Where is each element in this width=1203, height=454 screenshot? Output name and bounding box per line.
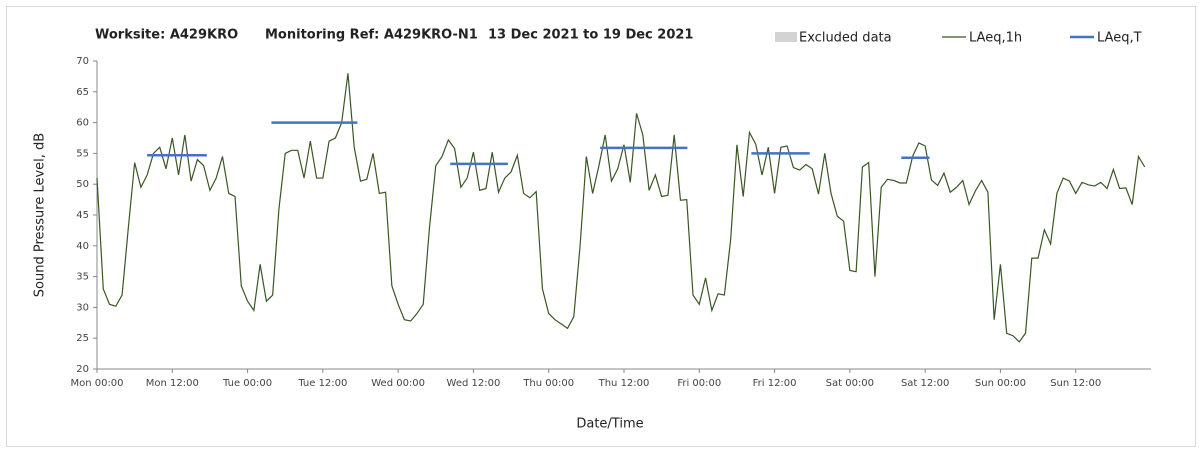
x-tick-label: Sun 00:00 <box>975 378 1026 389</box>
y-tick-label: 60 <box>76 118 89 129</box>
y-tick-label: 70 <box>76 56 89 67</box>
series-line <box>96 73 1146 343</box>
y-tick-label: 55 <box>76 148 89 159</box>
x-tick-label: Mon 00:00 <box>70 378 123 389</box>
chart-title: 13 Dec 2021 to 19 Dec 2021 <box>488 28 693 43</box>
y-tick-label: 35 <box>76 272 89 283</box>
x-tick-label: Tue 00:00 <box>222 378 272 389</box>
chart-title: Worksite: A429KRO <box>95 28 238 43</box>
y-tick-label: 40 <box>76 241 89 252</box>
x-tick-label: Thu 00:00 <box>522 378 574 389</box>
y-tick-label: 45 <box>76 210 89 221</box>
y-tick-label: 65 <box>76 87 89 98</box>
legend-label: LAeq,T <box>1097 31 1142 46</box>
y-tick-label: 20 <box>76 364 89 375</box>
chart-frame <box>6 6 1196 447</box>
legend-label: Excluded data <box>799 31 892 46</box>
x-axis-label: Date/Time <box>576 417 643 432</box>
x-tick-label: Sun 12:00 <box>1050 378 1101 389</box>
x-tick-label: Tue 12:00 <box>297 378 347 389</box>
x-tick-label: Fri 00:00 <box>677 378 721 389</box>
y-tick-label: 25 <box>76 333 89 344</box>
y-tick-label: 30 <box>76 302 89 313</box>
x-tick-label: Wed 00:00 <box>371 378 425 389</box>
y-tick-label: 50 <box>76 179 89 190</box>
x-tick-label: Fri 12:00 <box>753 378 797 389</box>
legend-label: LAeq,1h <box>969 31 1022 46</box>
y-axis-label: Sound Pressure Level, dB <box>33 133 48 297</box>
x-tick-label: Thu 12:00 <box>598 378 650 389</box>
chart-title: Monitoring Ref: A429KRO-N1 <box>265 28 478 43</box>
x-tick-label: Wed 12:00 <box>447 378 501 389</box>
legend-swatch <box>775 32 797 42</box>
x-tick-label: Sat 00:00 <box>826 378 874 389</box>
x-tick-label: Mon 12:00 <box>146 378 199 389</box>
x-tick-label: Sat 12:00 <box>901 378 949 389</box>
